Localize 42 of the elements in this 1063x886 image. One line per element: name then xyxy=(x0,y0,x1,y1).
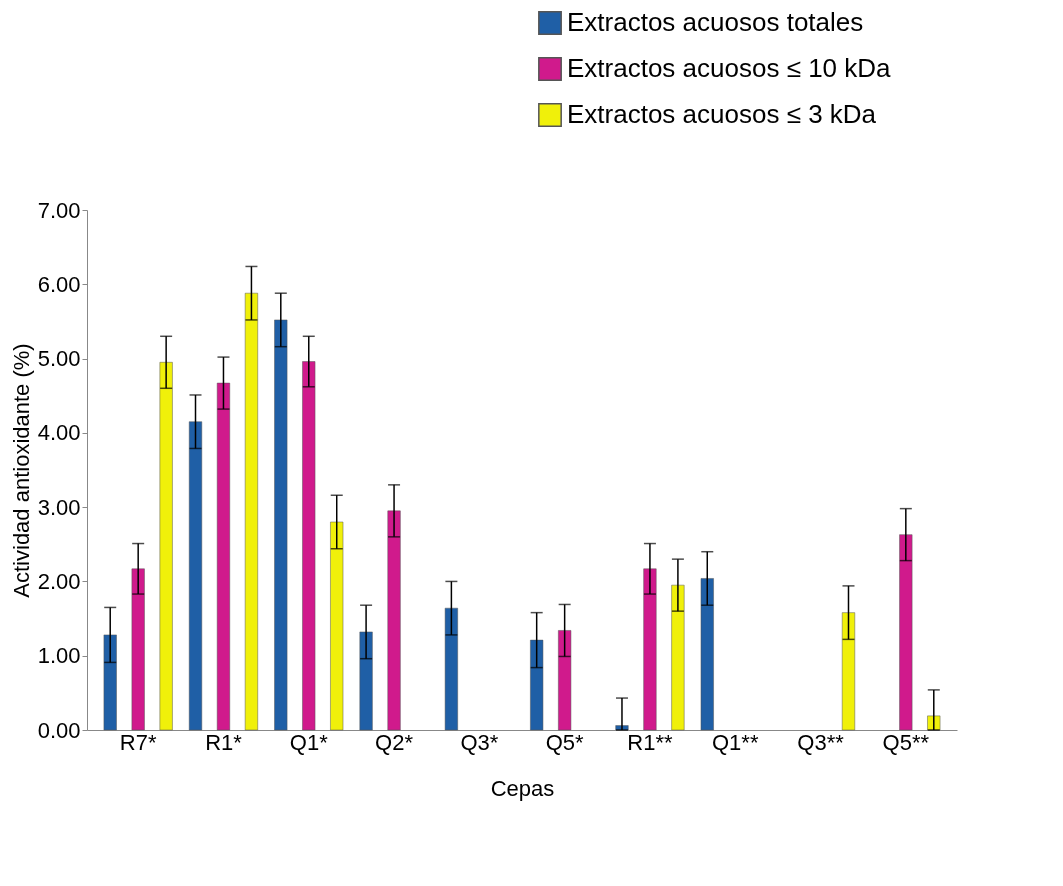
y-tick-label: 7.00 xyxy=(37,197,81,223)
x-tick-label: Q1* xyxy=(289,729,329,755)
x-tick-label: Q2* xyxy=(375,729,414,755)
y-tick-label: 1.00 xyxy=(37,643,81,669)
bar xyxy=(387,510,401,731)
y-tick-label: 4.00 xyxy=(37,420,81,446)
x-tick-label: Q5** xyxy=(882,729,930,755)
bar xyxy=(244,292,258,731)
y-tick-label: 3.00 xyxy=(37,494,81,520)
bar xyxy=(274,319,288,731)
x-tick-label: Q3** xyxy=(797,729,845,755)
bar xyxy=(216,382,231,731)
bar xyxy=(359,631,373,731)
x-tick-label: Q1** xyxy=(711,729,759,755)
x-tick-label: R1* xyxy=(205,729,243,755)
bar xyxy=(899,534,913,731)
legend-label: Extractos acuosos ≤ 3 kDa xyxy=(567,99,877,129)
bar xyxy=(302,361,316,731)
y-axis-title: Actividad antioxidante (%) xyxy=(8,343,34,598)
bar xyxy=(131,568,145,731)
x-tick-label: R7* xyxy=(119,729,157,755)
x-tick-label: Q5* xyxy=(545,729,585,755)
y-tick-label: 0.00 xyxy=(37,717,81,743)
bar xyxy=(700,578,714,731)
x-axis-title: Cepas xyxy=(490,775,555,801)
bar xyxy=(444,607,458,731)
bar xyxy=(103,634,117,731)
y-tick-label: 6.00 xyxy=(37,271,81,297)
legend-label: Extractos acuosos ≤ 10 kDa xyxy=(567,53,892,83)
bar xyxy=(188,421,203,731)
y-tick-label: 5.00 xyxy=(37,346,81,372)
y-tick-label: 2.00 xyxy=(37,568,81,594)
bar xyxy=(330,521,344,731)
bar xyxy=(558,630,572,731)
x-tick-label: Q3* xyxy=(460,729,499,755)
legend-label: Extractos acuosos totales xyxy=(567,7,864,37)
bar xyxy=(159,362,173,731)
bar xyxy=(841,612,856,731)
bar xyxy=(671,584,685,731)
bar xyxy=(643,568,657,731)
bar xyxy=(530,639,544,731)
x-tick-label: R1** xyxy=(627,729,673,755)
